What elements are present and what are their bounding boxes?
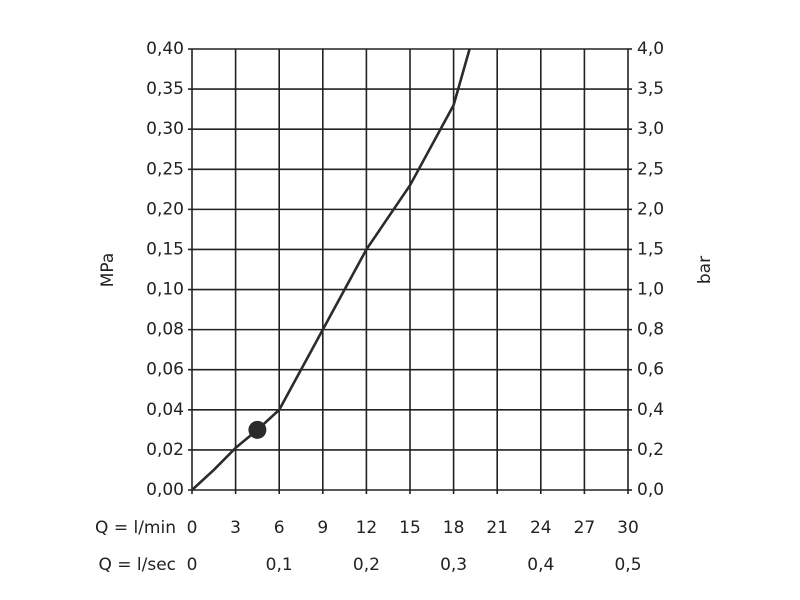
y-tick-label: 0,02 <box>146 440 184 460</box>
y2-tick-label: 2,0 <box>637 199 664 219</box>
x-tick-label: 6 <box>274 518 285 538</box>
y-tick-label: 0,06 <box>146 360 184 380</box>
y-tick-label: 0,35 <box>146 79 184 99</box>
y-tick-label: 0,08 <box>146 320 184 340</box>
y-tick-label: 0,04 <box>146 400 184 420</box>
x2-tick-label: 0,5 <box>614 555 641 575</box>
x2-tick-label: 0,1 <box>266 555 293 575</box>
x-tick-label: 24 <box>530 518 552 538</box>
y2-tick-label: 0,0 <box>637 480 664 500</box>
y-tick-label: 0,25 <box>146 159 184 179</box>
y2-tick-label: 2,5 <box>637 159 664 179</box>
curve <box>191 48 471 491</box>
operating-point <box>248 420 267 439</box>
y2-tick-label: 3,5 <box>637 79 664 99</box>
x-tick-label: 18 <box>443 518 465 538</box>
x2-tick-label: 0,2 <box>353 555 380 575</box>
x-tick-label: 3 <box>230 518 241 538</box>
y2-tick-label: 1,0 <box>637 280 664 300</box>
y-tick-label: 0,00 <box>146 480 184 500</box>
y2-tick-label: 0,6 <box>637 360 664 380</box>
y2-tick-label: 4,0 <box>637 39 664 59</box>
y2-tick-label: 0,8 <box>637 320 664 340</box>
x-axis-title: Q = l/min <box>95 518 176 538</box>
x2-tick-label: 0,4 <box>527 555 554 575</box>
x2-tick-label: 0 <box>187 555 198 575</box>
y-tick-label: 0,10 <box>146 280 184 300</box>
x-tick-label: 30 <box>617 518 639 538</box>
y-tick-label: 0,20 <box>146 199 184 219</box>
x-tick-label: 12 <box>356 518 378 538</box>
y2-tick-label: 0,4 <box>637 400 664 420</box>
x-tick-label: 21 <box>486 518 508 538</box>
y2-tick-label: 3,0 <box>637 119 664 139</box>
y-tick-label: 0,40 <box>146 39 184 59</box>
y-axis-title: MPa <box>98 253 118 288</box>
x-tick-label: 15 <box>399 518 421 538</box>
y2-tick-label: 1,5 <box>637 239 664 259</box>
x-tick-label: 27 <box>574 518 596 538</box>
y-tick-label: 0,15 <box>146 239 184 259</box>
x2-tick-label: 0,3 <box>440 555 467 575</box>
y2-tick-label: 0,2 <box>637 440 664 460</box>
y2-axis-title: bar <box>695 256 715 284</box>
y-tick-label: 0,30 <box>146 119 184 139</box>
x-tick-label: 0 <box>187 518 198 538</box>
x-tick-label: 9 <box>317 518 328 538</box>
x2-axis-title: Q = l/sec <box>98 555 176 575</box>
